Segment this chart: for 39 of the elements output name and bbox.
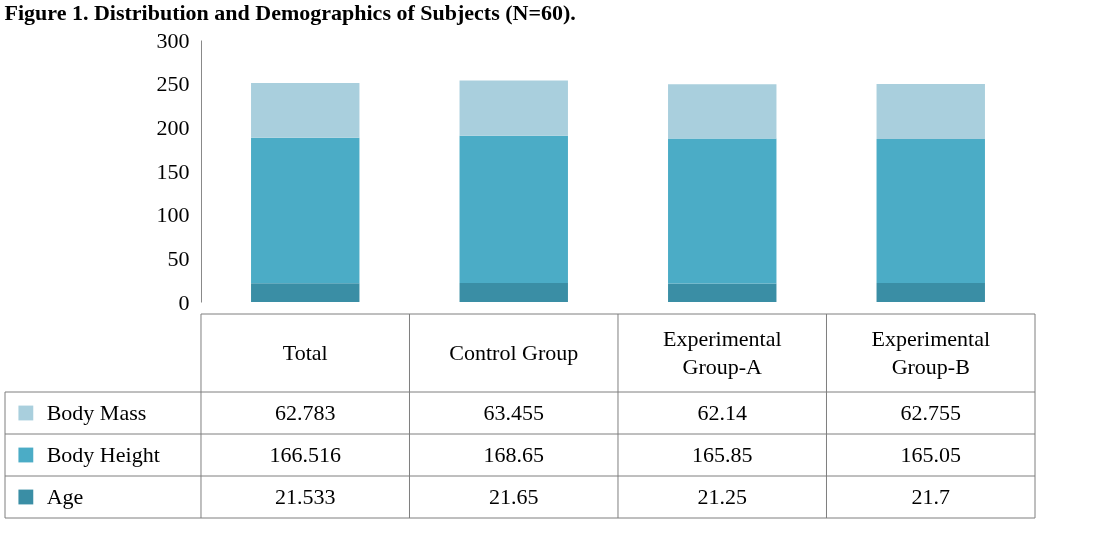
bar	[876, 283, 985, 302]
x-tick-label: Control Group	[449, 340, 579, 365]
data-label: 21.533	[274, 484, 336, 509]
data-label: 62.755	[900, 400, 961, 425]
x-tick-label: Experimental Group-A	[662, 326, 782, 379]
bar	[668, 138, 777, 284]
chart-title: Figure 1. Distribution and Demographics of Subjects (N=60).	[4, 0, 576, 25]
data-label: 166.516	[269, 442, 341, 467]
data-label: 62.14	[697, 400, 747, 425]
x-tick-label: Total	[282, 340, 328, 365]
bar	[668, 84, 777, 139]
y-tick-label: 300	[156, 27, 190, 53]
bar	[251, 283, 360, 302]
bar	[459, 80, 568, 136]
data-label: 21.65	[488, 484, 539, 509]
data-label: 165.05	[900, 442, 961, 467]
bar	[459, 283, 568, 302]
data-label: 21.25	[697, 484, 747, 509]
bar	[876, 84, 985, 139]
data-label: 63.455	[483, 400, 544, 425]
x-tick-label: Experimental Group-B	[871, 326, 991, 379]
y-tick-label: 150	[156, 158, 190, 184]
y-tick-label: 200	[156, 114, 190, 140]
bar	[251, 82, 360, 138]
legend-label: Age	[46, 484, 84, 509]
y-tick-label: 100	[156, 202, 190, 228]
y-tick-label: 250	[156, 71, 190, 97]
y-tick-label: 50	[167, 245, 190, 271]
data-label: 21.7	[911, 484, 950, 509]
legend-label: Body Mass	[46, 400, 147, 425]
bar	[876, 138, 985, 284]
legend-label: Body Height	[46, 442, 160, 467]
data-label: 168.65	[483, 442, 544, 467]
data-label: 165.85	[692, 442, 753, 467]
bar	[459, 135, 568, 284]
bar	[668, 283, 777, 302]
bar	[251, 137, 360, 284]
data-label: 62.783	[274, 400, 336, 425]
y-tick-label: 0	[178, 289, 190, 315]
